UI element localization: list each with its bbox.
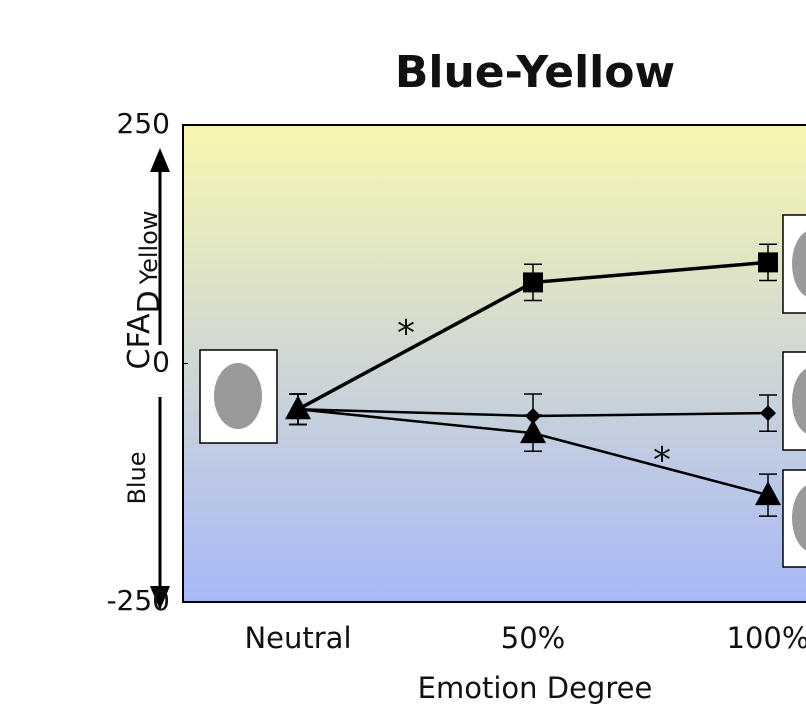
marker xyxy=(523,272,543,292)
x-tick-label: 100% xyxy=(727,621,806,655)
chart: Blue-Yellow Emotion Degree CFADYellow Bl… xyxy=(0,0,806,706)
y-tick-label: 0 xyxy=(152,346,170,379)
y-label-top: Yellow xyxy=(135,211,163,286)
x-tick-label: 50% xyxy=(501,621,565,655)
chart-title: Blue-Yellow xyxy=(395,47,675,98)
x-axis-label: Emotion Degree xyxy=(418,671,653,705)
x-tick-label: Neutral xyxy=(244,621,351,655)
marker xyxy=(758,252,778,272)
annotation: * xyxy=(653,440,671,481)
y-label-sub: D xyxy=(132,290,167,313)
y-label-bottom: Blue xyxy=(123,451,151,504)
y-tick-label: -250 xyxy=(106,584,170,617)
y-tick-label: 250 xyxy=(117,107,170,140)
